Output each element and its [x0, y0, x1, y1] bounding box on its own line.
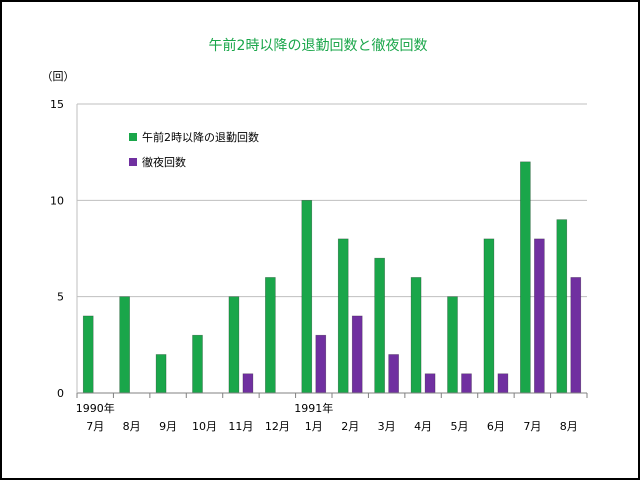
bars	[82, 161, 582, 394]
x-year-label-1: 1991年	[294, 401, 333, 415]
bar-series1-cat7	[351, 315, 363, 394]
x-category-label-2: 9月	[159, 420, 177, 433]
x-category-label-5: 12月	[265, 420, 290, 433]
x-category-label-1: 8月	[123, 420, 141, 433]
bar-series1-cat11	[497, 373, 509, 394]
bar-series0-cat13	[556, 219, 568, 394]
bar-series0-cat5	[265, 277, 276, 394]
y-tick-label-0: 0	[57, 387, 64, 400]
bar-series0-cat6	[301, 200, 313, 394]
x-axis	[76, 104, 588, 398]
bar-series0-cat0	[82, 315, 94, 394]
y-axis-unit-label: （回）	[42, 70, 75, 83]
bar-series0-cat7	[337, 238, 349, 394]
x-axis-labels: 7月 8月 9月 10月 11月 12月 1月 2月 3月 4月 5月 6月 7月 8月 1990年 1991…	[76, 401, 578, 433]
legend-label-1: 徹夜回数	[142, 155, 186, 169]
bar-series0-cat12	[520, 161, 531, 394]
x-category-label-13: 8月	[560, 420, 578, 433]
bar-series0-cat1	[119, 296, 130, 394]
bar-series1-cat6	[315, 334, 327, 394]
bar-series1-cat13	[570, 277, 582, 394]
x-year-label-0: 1990年	[76, 401, 115, 415]
bar-series0-cat11	[483, 238, 495, 394]
legend-swatch-1	[129, 158, 137, 166]
x-category-label-8: 3月	[378, 420, 396, 433]
x-category-label-6: 1月	[305, 420, 323, 433]
bar-series0-cat2	[155, 354, 167, 394]
bar-series1-cat9	[424, 373, 436, 394]
bar-series1-cat10	[461, 373, 472, 394]
x-category-label-0: 7月	[86, 420, 104, 433]
legend-swatch-0	[129, 133, 137, 141]
bar-series0-cat10	[447, 296, 458, 394]
y-tick-label-1: 5	[57, 291, 64, 304]
x-category-label-3: 10月	[192, 420, 217, 433]
y-axis-ticks: 0 5 10 15	[50, 98, 64, 400]
x-category-label-10: 5月	[451, 420, 469, 433]
y-tick-label-2: 10	[50, 194, 64, 207]
bar-series0-cat8	[374, 257, 385, 394]
chart-title: 午前2時以降の退勤回数と徹夜回数	[209, 37, 428, 54]
bar-series1-cat8	[388, 354, 399, 394]
x-category-label-12: 7月	[523, 420, 541, 433]
x-category-label-9: 4月	[414, 420, 432, 433]
bar-series0-cat9	[410, 277, 422, 394]
x-category-label-11: 6月	[487, 420, 505, 433]
bar-series0-cat3	[192, 334, 203, 394]
bar-series1-cat4	[242, 373, 254, 394]
legend-label-0: 午前2時以降の退勤回数	[142, 130, 259, 144]
bar-series1-cat12	[534, 238, 545, 394]
y-tick-label-3: 15	[50, 98, 64, 111]
gridlines	[77, 103, 587, 298]
bar-series0-cat4	[228, 296, 240, 394]
x-category-label-7: 2月	[341, 420, 359, 433]
x-category-label-4: 11月	[228, 420, 253, 433]
